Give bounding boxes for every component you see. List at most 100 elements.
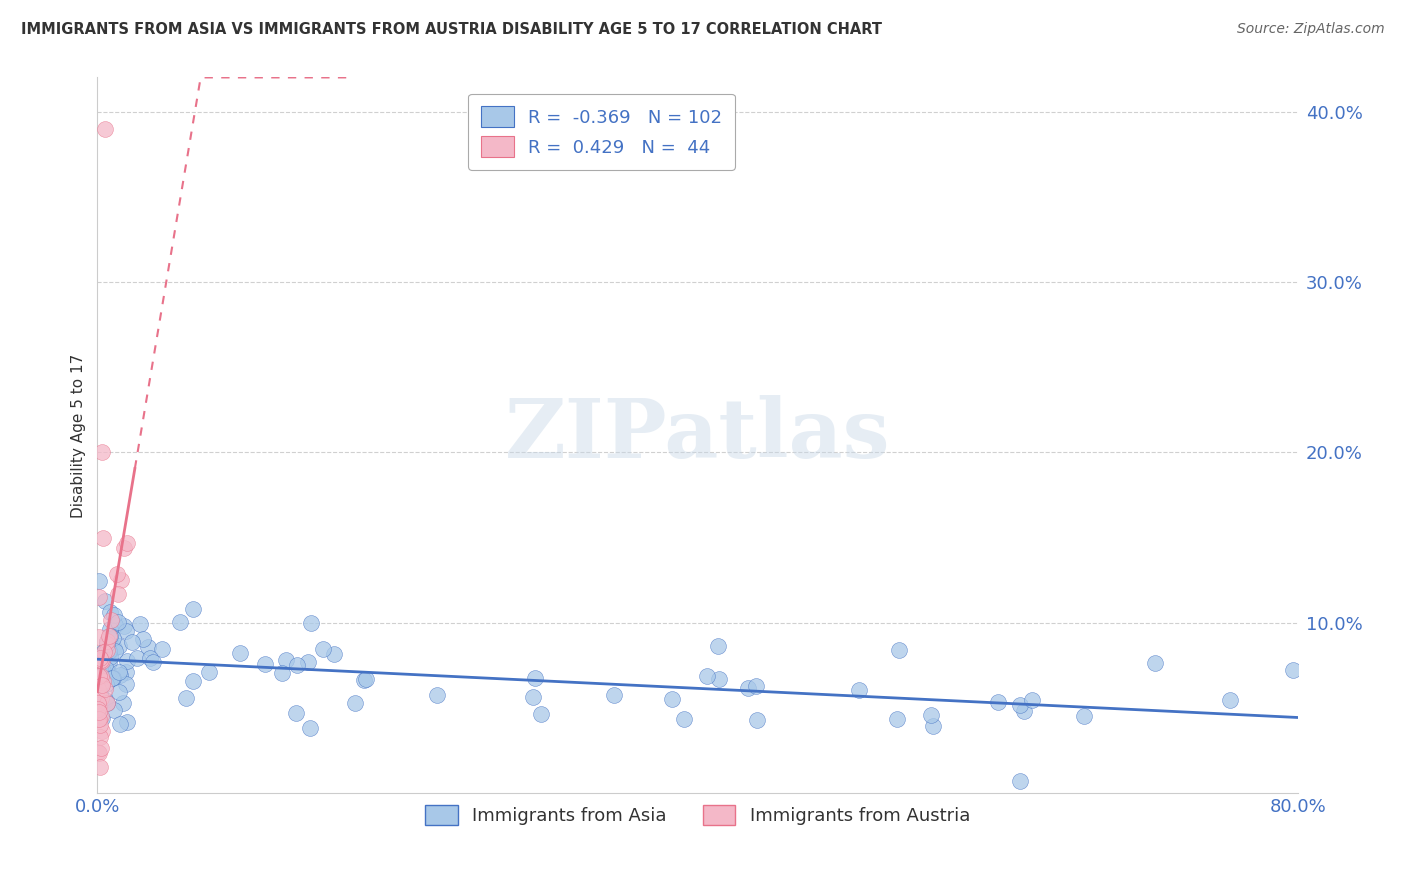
Point — [110, 574, 132, 588]
Point — [131, 632, 153, 646]
Point — [1282, 663, 1305, 677]
Point — [87, 746, 110, 760]
Point — [87, 700, 110, 714]
Point — [920, 708, 942, 723]
Point — [887, 643, 910, 657]
Point — [89, 718, 111, 732]
Point — [101, 642, 124, 657]
Point — [87, 681, 110, 696]
Point — [93, 531, 115, 545]
Point — [745, 714, 768, 728]
Point — [285, 658, 308, 673]
Point — [229, 646, 252, 660]
Point — [96, 642, 118, 657]
Point — [737, 681, 759, 695]
Point — [426, 688, 449, 702]
Point — [181, 602, 204, 616]
Point — [101, 672, 124, 686]
Point — [90, 653, 112, 667]
Point — [90, 690, 112, 705]
Point — [94, 645, 117, 659]
Point — [107, 639, 129, 653]
Point — [1012, 704, 1035, 718]
Point — [87, 712, 110, 726]
Point — [91, 648, 114, 662]
Point — [848, 682, 870, 697]
Point — [96, 634, 118, 648]
Point — [87, 687, 110, 701]
Point — [1144, 657, 1167, 671]
Point — [97, 655, 120, 669]
Point — [90, 669, 112, 683]
Point — [89, 687, 111, 701]
Point — [274, 653, 297, 667]
Point — [98, 629, 121, 643]
Point — [174, 690, 197, 705]
Point — [101, 671, 124, 685]
Point — [89, 760, 111, 774]
Point — [104, 618, 127, 632]
Point — [93, 645, 115, 659]
Point — [98, 605, 121, 619]
Point — [297, 655, 319, 669]
Point — [94, 677, 117, 691]
Point — [89, 740, 111, 755]
Point — [108, 667, 131, 681]
Point — [100, 613, 122, 627]
Point — [522, 690, 544, 704]
Point — [115, 624, 138, 638]
Point — [707, 639, 730, 653]
Point — [94, 593, 117, 607]
Point — [1073, 709, 1095, 723]
Point — [986, 695, 1008, 709]
Point — [94, 681, 117, 696]
Point — [115, 536, 138, 550]
Point — [603, 688, 626, 702]
Point — [96, 696, 118, 710]
Point — [524, 671, 547, 685]
Y-axis label: Disability Age 5 to 17: Disability Age 5 to 17 — [72, 353, 86, 517]
Point — [89, 651, 111, 665]
Point — [94, 692, 117, 706]
Point — [103, 607, 125, 622]
Point — [91, 655, 114, 669]
Point — [87, 745, 110, 759]
Point — [89, 679, 111, 693]
Point — [87, 702, 110, 716]
Point — [98, 644, 121, 658]
Point — [136, 640, 159, 655]
Point — [91, 664, 114, 678]
Point — [696, 669, 718, 683]
Point — [356, 672, 378, 686]
Point — [93, 644, 115, 658]
Point — [673, 712, 696, 726]
Point — [1021, 693, 1043, 707]
Point — [104, 644, 127, 658]
Point — [107, 615, 129, 630]
Point — [87, 696, 110, 710]
Point — [87, 705, 110, 719]
Point — [96, 697, 118, 711]
Point — [142, 655, 165, 669]
Point — [115, 665, 138, 679]
Point — [103, 641, 125, 656]
Point — [89, 654, 111, 668]
Point — [254, 657, 277, 671]
Point — [343, 697, 366, 711]
Point — [87, 630, 110, 644]
Point — [921, 719, 943, 733]
Point — [745, 679, 768, 693]
Point — [181, 673, 204, 688]
Point — [107, 587, 129, 601]
Point — [90, 677, 112, 691]
Point — [108, 716, 131, 731]
Point — [271, 666, 294, 681]
Point — [298, 721, 321, 735]
Point — [94, 121, 117, 136]
Point — [89, 590, 111, 604]
Point — [1010, 773, 1032, 788]
Point — [105, 567, 128, 582]
Point — [125, 651, 148, 665]
Point — [322, 647, 344, 661]
Point — [198, 665, 221, 679]
